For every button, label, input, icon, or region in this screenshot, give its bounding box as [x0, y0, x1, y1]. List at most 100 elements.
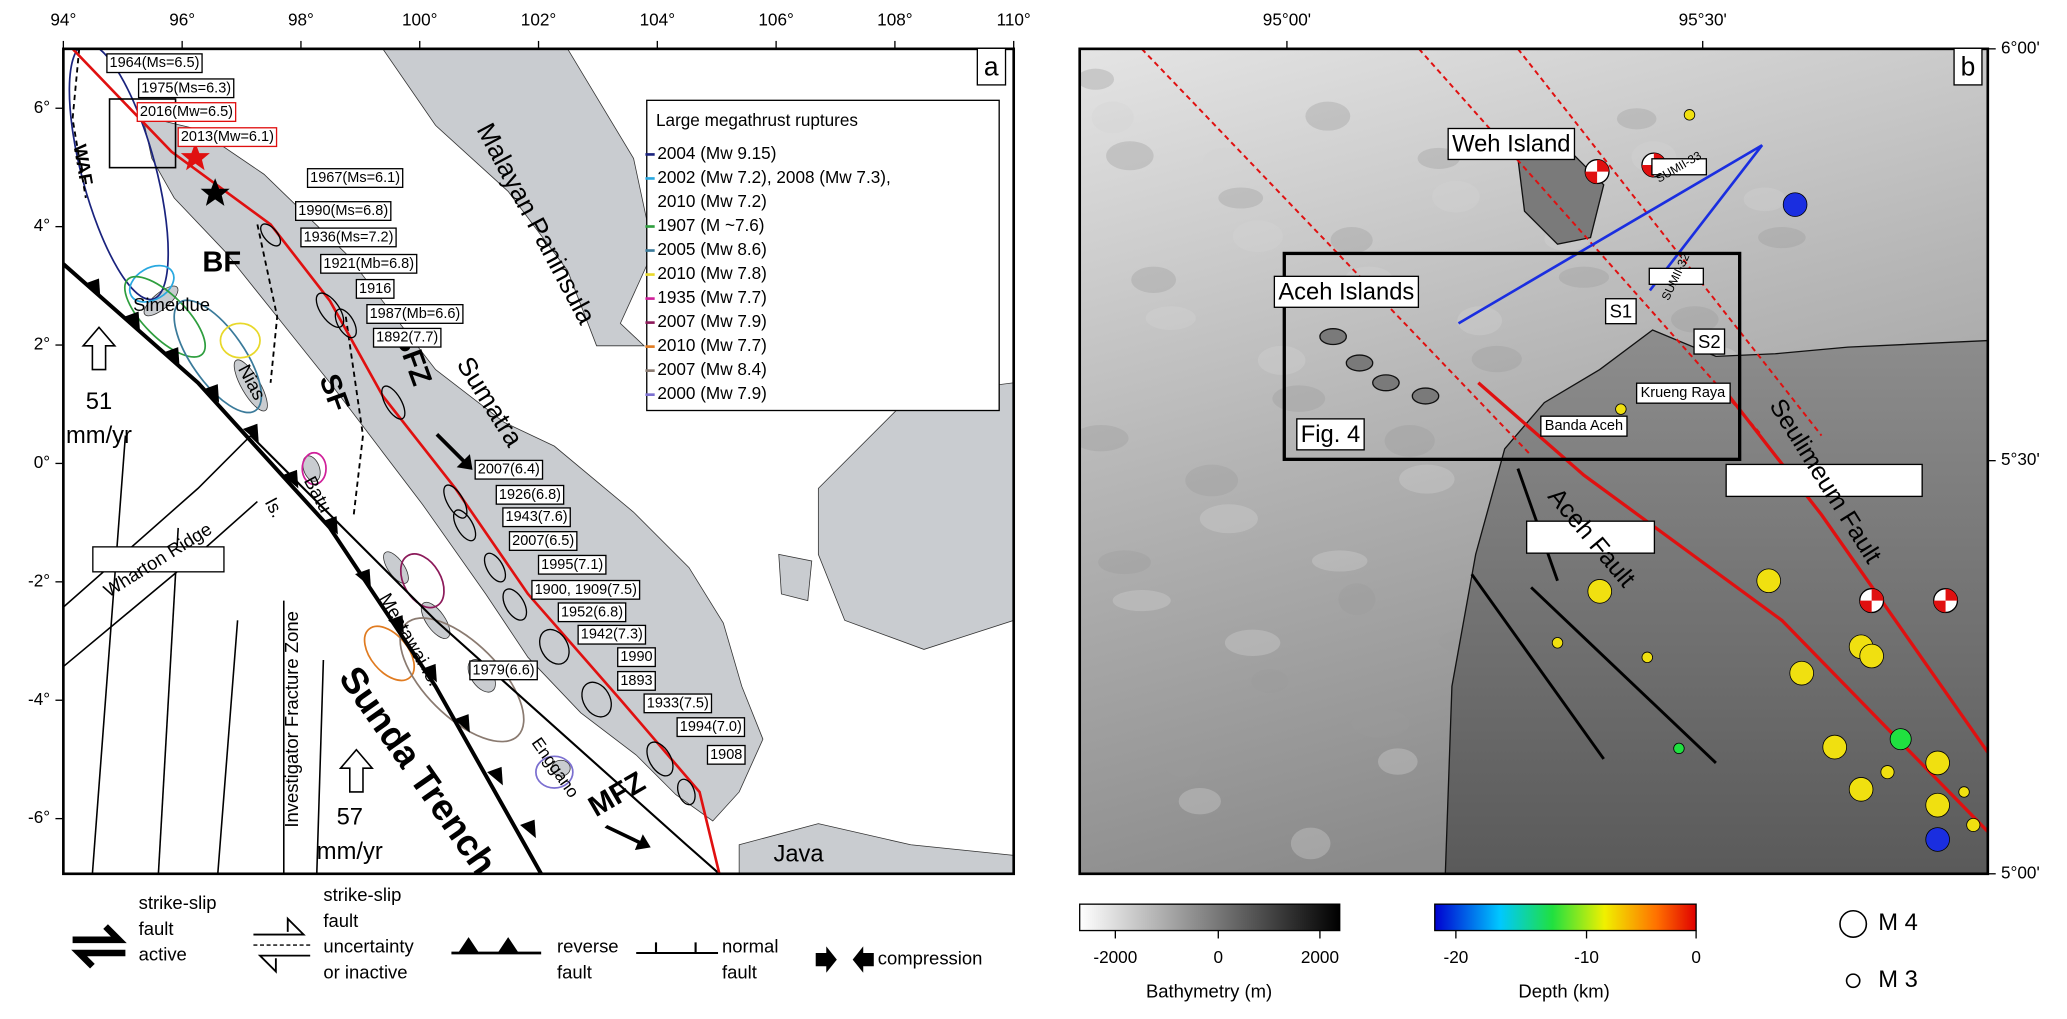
- label-box: [372, 327, 442, 348]
- site-label: S1: [1610, 301, 1633, 322]
- fault-legend-text: strike-slip: [139, 892, 217, 913]
- trench-tooth: [520, 819, 536, 839]
- panel-b: Weh Island Aceh Islands Banda Aceh Krueng R…: [1078, 10, 2040, 882]
- west-andaman-fault: [71, 48, 87, 199]
- lon-tick-label: 96°: [169, 10, 195, 30]
- sumatran-fault: [71, 48, 721, 874]
- relief: [1185, 464, 1239, 497]
- fault-label: BF: [202, 247, 241, 279]
- lat-tick-label: 2°: [34, 334, 50, 354]
- lon-tick-label: 100°: [402, 10, 437, 30]
- label-box: [531, 579, 641, 600]
- relief: [1145, 306, 1196, 330]
- focal-quadrant: [1859, 588, 1884, 613]
- label-box: [617, 670, 656, 691]
- historic-rupture: [452, 509, 477, 542]
- relief: [1199, 504, 1258, 534]
- label-box: [1296, 418, 1365, 451]
- colorbar-tick-label: -2000: [1093, 947, 1137, 967]
- relief: [1251, 669, 1289, 693]
- relief: [1558, 266, 1609, 288]
- lat-tick-label: 4°: [34, 215, 50, 235]
- legend-entry: 2002 (Mw 7.2), 2008 (Mw 7.3),: [657, 167, 890, 187]
- relief: [1351, 708, 1410, 738]
- place-label: Banda Aceh: [1545, 418, 1623, 434]
- lon-tick-label: 95°30': [1679, 10, 1727, 30]
- fault-legend-text: normal: [722, 936, 778, 957]
- relief: [1203, 147, 1244, 172]
- label-box: [502, 507, 571, 528]
- historic-rupture: [334, 308, 357, 339]
- label-box: [92, 546, 225, 573]
- sumatra: [142, 115, 764, 822]
- relief: [1330, 227, 1373, 254]
- event-label: 1994(7.0): [680, 719, 742, 735]
- label-box: [474, 459, 544, 480]
- sym-strike-slip-inactive: [253, 916, 311, 974]
- earthquake: [1880, 765, 1895, 780]
- aceh-islet: [1372, 374, 1400, 392]
- event-label: 1979(6.6): [473, 662, 535, 678]
- earthquake: [1587, 579, 1613, 604]
- label-box: [320, 253, 418, 274]
- fig4-box: [1282, 251, 1742, 461]
- trench-tooth: [388, 615, 404, 634]
- label-box: [706, 744, 746, 765]
- lat-tick-label: -2°: [28, 570, 50, 590]
- trench-tooth: [203, 384, 220, 403]
- label-box: [300, 227, 397, 248]
- relief: [1232, 220, 1283, 253]
- site-label: S2: [1698, 331, 1721, 352]
- trench-tooth: [282, 469, 299, 489]
- legend-entry: 2000 (Mw 7.9): [657, 383, 767, 403]
- legend-entry: 2007 (Mw 7.9): [657, 311, 767, 331]
- historic-rupture: [381, 385, 406, 420]
- event-label: 2007(6.4): [478, 462, 540, 478]
- historic-rupture: [676, 778, 696, 806]
- relief: [1224, 629, 1281, 657]
- relief: [1218, 187, 1264, 209]
- historic-rupture: [646, 741, 674, 777]
- relief: [1743, 187, 1786, 212]
- label-box: [508, 531, 578, 551]
- black-fault: [1530, 586, 1717, 764]
- sym-compression: [815, 946, 874, 973]
- label-box: [557, 602, 627, 623]
- earthquake: [1782, 192, 1808, 217]
- trench-tooth: [84, 278, 101, 297]
- relief: [1457, 306, 1503, 336]
- earthquake: [1641, 651, 1653, 664]
- event-label: 1987(Mb=6.6): [370, 306, 461, 322]
- historic-rupture: [502, 588, 528, 621]
- fracture-line: [157, 527, 179, 874]
- place-label: Java: [773, 841, 824, 868]
- label-box: [1273, 275, 1420, 308]
- legend-entry: 2007 (Mw 8.4): [657, 359, 767, 379]
- lat-tick-label: 6°00': [2001, 37, 2040, 57]
- lat-tick-label: -6°: [28, 807, 50, 827]
- trench-tooth: [124, 311, 140, 330]
- rupture-zone: [301, 451, 327, 486]
- label-box: [137, 78, 235, 99]
- label-box: [1447, 127, 1576, 161]
- label-box: [643, 693, 713, 714]
- aceh-islet: [1345, 354, 1374, 372]
- fault-legend-text: fault: [722, 961, 757, 982]
- label-box: [1540, 415, 1628, 437]
- lon-tick-label: 102°: [521, 10, 556, 30]
- lon-tick-label: 104°: [640, 10, 675, 30]
- event-label: 1908: [710, 747, 742, 763]
- event-label: 1926(6.8): [499, 487, 561, 503]
- lon-tick-label: 106°: [758, 10, 793, 30]
- label-box: [1693, 328, 1726, 355]
- aceh-islet: [1411, 387, 1440, 405]
- trench-tooth: [421, 663, 437, 683]
- fault-legend-text: active: [139, 944, 187, 965]
- rupture-zone: [399, 617, 525, 743]
- label-box: [1604, 298, 1637, 325]
- relief: [1384, 425, 1435, 457]
- event-label: 1893: [620, 673, 652, 689]
- label-box: [106, 53, 203, 74]
- label-box: [976, 47, 1007, 86]
